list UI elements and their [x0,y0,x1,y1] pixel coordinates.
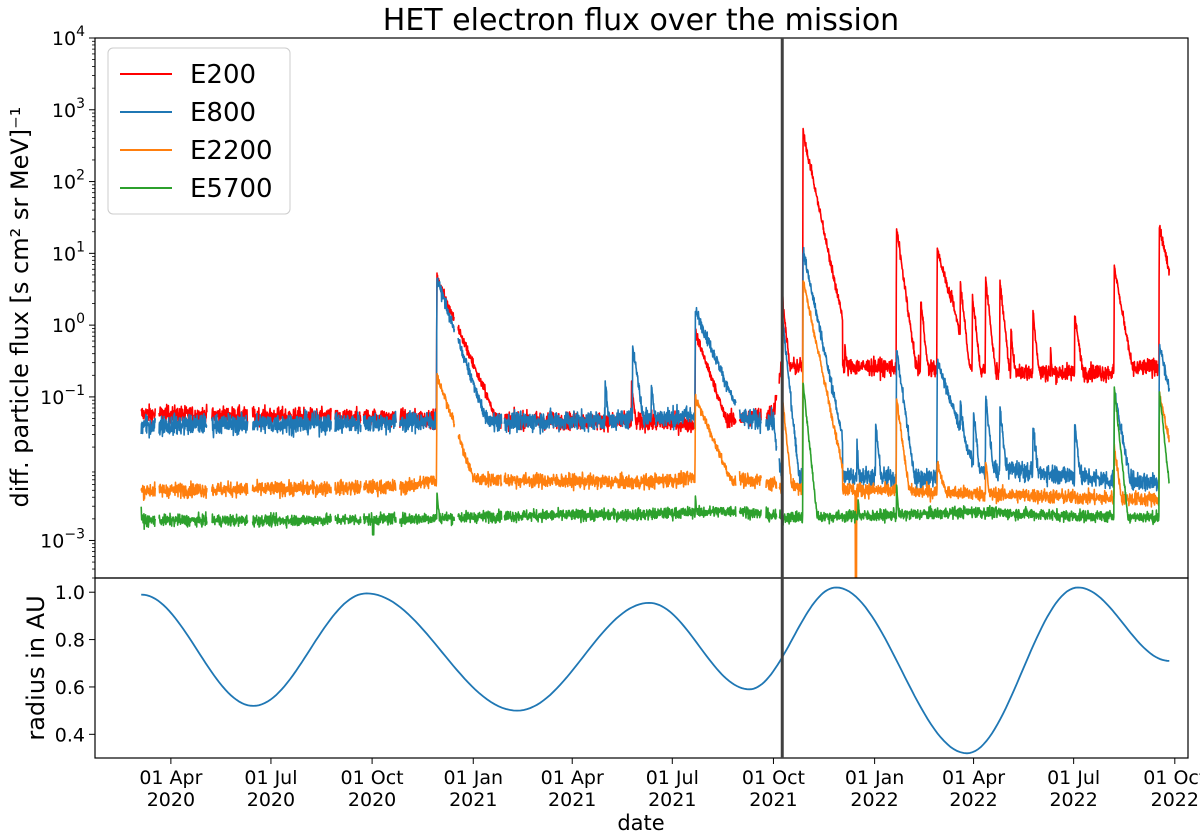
radius-y-tick-label: 0.4 [55,724,85,746]
x-tick-label: 01 Apr [942,767,1005,789]
legend-label-e2200: E2200 [190,136,273,166]
x-tick-year: 2022 [850,789,898,811]
x-tick-year: 2020 [147,789,195,811]
series-e800 [140,246,1171,492]
x-tick-label: 01 Jul [1047,767,1100,789]
legend: E200 E800 E2200 E5700 [107,47,291,215]
x-tick-label: 01 Jan [845,767,905,789]
radius-series-group [141,586,1170,755]
radius-y-tick-label: 0.8 [55,630,85,652]
series-e200 [140,127,1171,436]
x-tick-year: 2021 [548,789,596,811]
series-e5700 [140,382,1170,536]
x-tick-year: 2022 [949,789,997,811]
legend-label-e200: E200 [190,60,256,90]
legend-box [107,47,291,215]
flux-y-tick-label: 103 [52,96,85,122]
flux-y-tick-label: 100 [52,311,85,337]
series-radius [141,586,1170,755]
flux-axis-label: diff. particle flux [s cm² sr MeV]⁻¹ [6,107,34,508]
x-tick-year: 2022 [1151,789,1199,811]
legend-label-e5700: E5700 [190,174,273,204]
x-tick-year: 2022 [1049,789,1097,811]
x-tick-label: 01 Jan [444,767,504,789]
flux-y-tick-label: 10−1 [40,383,85,409]
series-e2200 [140,280,1171,578]
chart-title: HET electron flux over the mission [383,3,899,38]
radius-axis-label: radius in AU [22,595,50,740]
radius-y-tick-label: 0.6 [55,677,85,699]
flux-y-tick-label: 102 [52,168,85,194]
flux-y-tick-label: 101 [52,239,85,265]
legend-label-e800: E800 [190,98,256,128]
radius-y-tick-label: 1.0 [55,582,85,604]
x-tick-year: 2021 [449,789,497,811]
x-tick-label: 01 Jul [244,767,297,789]
x-tick-label: 01 Apr [541,767,604,789]
flux-y-tick-label: 10−3 [40,526,85,552]
x-tick-label: 01 Jul [646,767,699,789]
x-tick-label: 01 Oct [341,767,404,789]
x-tick-year: 2020 [247,789,295,811]
x-tick-label: 01 Oct [742,767,805,789]
x-axis-label: date [617,811,664,835]
x-tick-year: 2020 [348,789,396,811]
radius-frame [94,577,1189,759]
x-tick-year: 2021 [648,789,696,811]
x-tick-label: 01 Oct [1143,767,1200,789]
x-tick-label: 01 Apr [139,767,202,789]
flux-y-tick-label: 104 [52,24,85,50]
flux-series [140,127,1171,578]
x-tick-year: 2021 [749,789,797,811]
radius-panel: 0.4 0.6 0.8 1.0 [55,577,1189,759]
